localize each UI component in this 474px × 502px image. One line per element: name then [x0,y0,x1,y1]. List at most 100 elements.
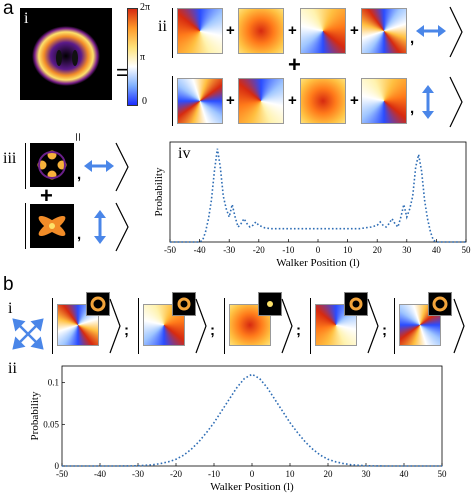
intensity-image-a-i [20,8,112,100]
x-tick-label: 30 [362,469,372,479]
label-a-iii: iii [3,150,17,167]
phase-tile-r2-2 [238,78,284,124]
label-a-i: i [24,10,29,27]
comma: , [77,166,82,183]
semicolon: ; [124,322,129,339]
x-axis-label: Walker Position (l) [276,257,360,269]
x-tick-label: 40 [432,245,442,255]
donut-thumbnail-b4 [344,292,368,316]
comma: , [77,226,82,243]
x-tick-label: -20 [170,469,182,479]
ket-bar-b2 [138,298,140,354]
semicolon: ; [296,322,301,339]
colorbar-label-pi: π [140,52,146,63]
chart-a-iv: iv -50 -40 -30 -20 -10 0 10 20 30 40 50 Walker Posi… [153,141,472,269]
intensity-image-x-pattern [30,204,74,248]
ket-angle-b4 [367,298,379,354]
x-tick-label: 0 [250,469,255,479]
intensity-pattern [38,215,66,237]
y-axis-label: Probability [153,167,165,216]
plus-sign: + [288,92,297,109]
x-tick-label: -40 [194,245,206,255]
x-tick-label: 50 [438,469,448,479]
x-tick-label: 40 [400,469,410,479]
comma: , [410,100,415,117]
ket-bar-iii-1 [25,143,27,189]
x-axis-label: Walker Position (l) [210,481,294,493]
colorbar-label-0: 0 [142,96,147,107]
x-tick-label: -30 [223,245,235,255]
x-tick-label: 30 [402,245,412,255]
y-tick-label: 0.05 [43,419,59,429]
spot-thumbnail-b3 [258,292,282,316]
x-tick-label: 20 [324,469,334,479]
horizontal-arrow-icon [416,25,446,37]
comma: , [410,30,415,47]
x-tick-label: -10 [208,469,220,479]
phase-colorbar [127,8,138,106]
x-tick-label: 10 [286,469,296,479]
ket-angle-iii-1 [115,142,129,192]
plus-sign: + [350,92,359,109]
plus-sign: + [226,92,235,109]
probability-series-line [170,148,466,243]
x-tick-label: -20 [253,245,265,255]
ket-angle-b2 [195,298,207,354]
semicolon: ; [382,322,387,339]
x-tick-label: -40 [94,469,106,479]
y-tick-label: 0.1 [48,378,59,388]
intensity-pattern [32,26,100,86]
phase-tile-r1-3 [300,8,346,54]
x-tick-label: -10 [282,245,294,255]
x-tick-label: 20 [373,245,383,255]
four-way-arrow-icon [12,318,44,350]
plot-frame [61,365,443,467]
ket-angle-iii-2 [115,202,129,252]
x-tick-label: 50 [462,245,472,255]
label-a-ii: ii [158,18,167,35]
ket-angle-row1 [449,6,463,58]
intensity-pattern [177,297,191,311]
y-axis-label: Probability [29,391,41,440]
phase-tile-r1-2 [238,8,284,54]
plus-sign: + [288,22,297,39]
donut-thumbnail-b1 [86,292,110,316]
ket-angle-b3 [281,298,293,354]
intensity-pattern [432,296,448,312]
intensity-pattern [267,301,273,307]
vertical-arrow-icon [94,210,106,244]
label-b-ii: ii [8,360,17,377]
y-tick-label: 0 [55,461,60,471]
horizontal-arrow-icon [84,160,114,172]
ket-angle-b5 [453,298,465,354]
x-tick-label: 10 [343,245,353,255]
intensity-pattern [37,150,67,180]
ket-bar-b3 [224,298,226,354]
plus-sign: + [226,22,235,39]
ket-bar-b5 [394,298,396,354]
label-b-i: i [8,300,13,317]
plus-sign: + [350,22,359,39]
donut-thumbnail-b5 [428,292,452,316]
panel-label-a: a [3,0,14,19]
label-a-iv: iv [178,145,190,162]
plot-frame [169,141,467,243]
ket-bar-iii-2 [25,203,27,249]
ket-bar-b4 [310,298,312,354]
intensity-pattern [90,296,106,312]
intensity-pattern [349,297,363,311]
x-tick-label: -50 [56,469,68,479]
intensity-image-four-lobe [30,143,74,187]
phase-tile-r1-4 [361,8,407,54]
chart-b-ii: -50 -40 -30 -20 -10 0 10 20 30 40 50 0 0.05 0.1 Walker… [29,365,448,493]
phase-tile-r2-4 [361,78,407,124]
semicolon: ; [210,322,215,339]
colorbar-label-2pi: 2π [140,2,151,13]
panel-label-b: b [3,274,14,295]
phase-tile-r2-1 [177,78,223,124]
phase-tile-r1-1 [177,8,223,54]
ket-bar-b1 [52,298,54,354]
equals-sign: = [116,60,129,85]
ket-angle-b1 [109,298,121,354]
phase-tile-r2-3 [300,78,346,124]
